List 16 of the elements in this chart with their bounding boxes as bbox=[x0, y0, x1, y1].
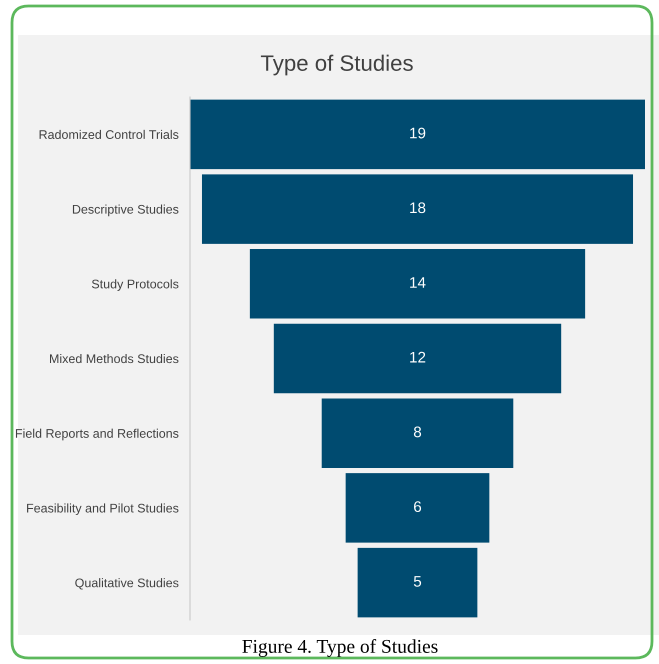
data-label: 5 bbox=[414, 576, 422, 587]
text: Type of Studies bbox=[260, 54, 413, 76]
category-label: Radomized Control Trials bbox=[40, 130, 178, 140]
category-label: Field Reports and Reflections bbox=[16, 428, 178, 440]
data-label: 19 bbox=[410, 128, 426, 138]
category-label: Qualitative Studies bbox=[75, 578, 178, 590]
caption: Figure 4. Type of Studies bbox=[242, 639, 438, 657]
category-label: Descriptive Studies bbox=[72, 204, 178, 216]
category-label: Mixed Methods Studies bbox=[50, 354, 178, 364]
data-label: 14 bbox=[410, 277, 426, 288]
category-label: Study Protocols bbox=[92, 279, 178, 291]
data-label: 6 bbox=[414, 501, 422, 512]
data-label: 12 bbox=[410, 352, 426, 362]
data-label: 18 bbox=[410, 202, 426, 214]
category-label: Feasibility and Pilot Studies bbox=[27, 503, 178, 516]
data-label: 8 bbox=[414, 426, 422, 438]
